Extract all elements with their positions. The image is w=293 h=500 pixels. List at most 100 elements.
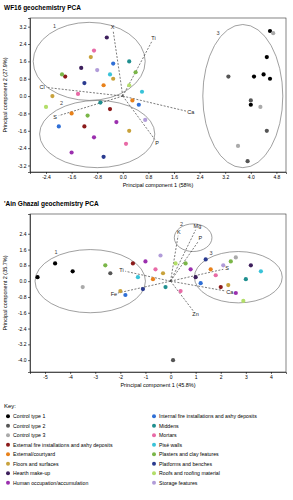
- loading-vector: [171, 236, 179, 281]
- point: [89, 55, 93, 59]
- title: WF16 geochemistry PCA: [4, 4, 81, 12]
- tick: -2.4: [42, 172, 51, 180]
- point: [137, 103, 141, 107]
- x-axis-title: Principal component 1 (58%): [123, 182, 194, 188]
- tick: -2.4: [18, 326, 30, 332]
- legend-label: Floors and surfaces: [13, 461, 59, 467]
- legend-swatch: [6, 471, 10, 475]
- tick-label: -4: [68, 374, 73, 380]
- legend-label: Internal fire installations and ashy dep…: [159, 413, 257, 419]
- point: [111, 61, 115, 65]
- tick: 3.2: [222, 172, 229, 180]
- legend-item: Control type 2: [6, 423, 45, 429]
- tick-label: -1.6: [18, 128, 27, 134]
- legend-item: Control type 1: [6, 413, 45, 419]
- y-axis: -3.2-2.4-1.6-0.80.00.81.62.43.2: [18, 19, 31, 173]
- plot-frame: [30, 214, 286, 372]
- group-ellipse: [203, 25, 283, 168]
- tick-label: 2.4: [20, 41, 27, 47]
- legend-label: Control type 3: [13, 432, 45, 438]
- tick-label: -3.2: [18, 341, 27, 347]
- tick: 2: [220, 372, 223, 380]
- point: [102, 155, 106, 159]
- group-ellipse: [33, 22, 145, 100]
- group-ellipse: [40, 100, 155, 167]
- point: [246, 159, 250, 163]
- point: [252, 74, 256, 78]
- tick-mark: [28, 344, 30, 345]
- group-ellipse: [35, 250, 145, 313]
- point: [194, 275, 198, 279]
- tick-label: -2: [119, 374, 124, 380]
- legend-label: Mortars: [159, 432, 177, 438]
- legend-item: Internal fire installations and ashy dep…: [152, 413, 257, 419]
- tick-label: 3.2: [222, 174, 229, 180]
- loading-vector: [59, 96, 123, 116]
- legend-swatch: [152, 414, 156, 418]
- tick: -3: [94, 372, 99, 380]
- loading-label: Zn: [192, 311, 198, 317]
- point: [226, 283, 230, 287]
- point: [92, 135, 96, 139]
- point: [35, 275, 39, 279]
- point: [53, 261, 57, 265]
- point: [241, 299, 245, 303]
- tick: -1.6: [18, 310, 30, 316]
- point: [229, 259, 233, 263]
- loading-label: K: [177, 229, 181, 235]
- legend-item: External/courtyard: [6, 451, 55, 457]
- tick-mark: [28, 44, 30, 45]
- point: [124, 142, 128, 146]
- tick: -3.2: [18, 163, 30, 169]
- tick: 0.8: [145, 172, 152, 180]
- tick: -1: [144, 372, 149, 380]
- tick-label: 1.6: [20, 58, 27, 64]
- legend-item: External fire installations and ashy dep…: [6, 442, 113, 448]
- y-axis-title: Principal component 2 (35.7%): [2, 255, 8, 330]
- tick: 0.8: [20, 262, 30, 268]
- legend-item: Middens: [152, 423, 179, 429]
- legend-label: Control type 2: [13, 423, 45, 429]
- loading-vector: [171, 269, 224, 281]
- point: [60, 72, 64, 76]
- legend-swatch: [6, 452, 10, 456]
- loading-label: Cl: [39, 84, 44, 90]
- point: [271, 31, 275, 35]
- tick: -1.6: [18, 128, 30, 134]
- tick-label: 0.0: [20, 278, 27, 284]
- loading-label: S: [53, 114, 57, 120]
- point: [79, 66, 83, 70]
- tick-label: -3.2: [18, 163, 27, 169]
- point: [161, 271, 165, 275]
- legend-item: Storage features: [152, 480, 198, 486]
- x-axis: -2.4-1.6-0.80.00.81.62.43.24.04.8: [31, 172, 287, 180]
- legend-swatch: [152, 462, 156, 466]
- legend-label: Control type 1: [13, 413, 45, 419]
- tick-mark: [28, 96, 30, 97]
- loading-label: S: [225, 265, 229, 271]
- x-axis-title: Principal component 1 (45.8%): [120, 382, 195, 388]
- tick-label: 0.0: [120, 174, 127, 180]
- tick-label: -1: [144, 374, 149, 380]
- loading-vector: [125, 271, 170, 281]
- tick-label: 1.6: [171, 174, 178, 180]
- point: [234, 255, 238, 259]
- point: [127, 83, 131, 87]
- legend-item: Control type 3: [6, 432, 45, 438]
- point: [127, 129, 131, 133]
- tick: 0: [170, 372, 173, 380]
- tick-label: -1.6: [18, 310, 27, 316]
- tick-label: -1.6: [68, 174, 77, 180]
- loading-label: Ca: [226, 289, 234, 295]
- tick-label: 0.8: [20, 76, 27, 82]
- legend-swatch: [152, 443, 156, 447]
- tick: 4.0: [248, 172, 255, 180]
- tick-label: 0.8: [20, 262, 27, 268]
- loading-label: P: [199, 235, 203, 241]
- tick: 2.4: [20, 41, 30, 47]
- tick-label: 1.6: [20, 247, 27, 253]
- tick: 1: [195, 372, 198, 380]
- group-label: 1: [54, 249, 57, 255]
- tick: 2.4: [20, 231, 30, 237]
- legend-item: Platforms and benches: [152, 461, 212, 467]
